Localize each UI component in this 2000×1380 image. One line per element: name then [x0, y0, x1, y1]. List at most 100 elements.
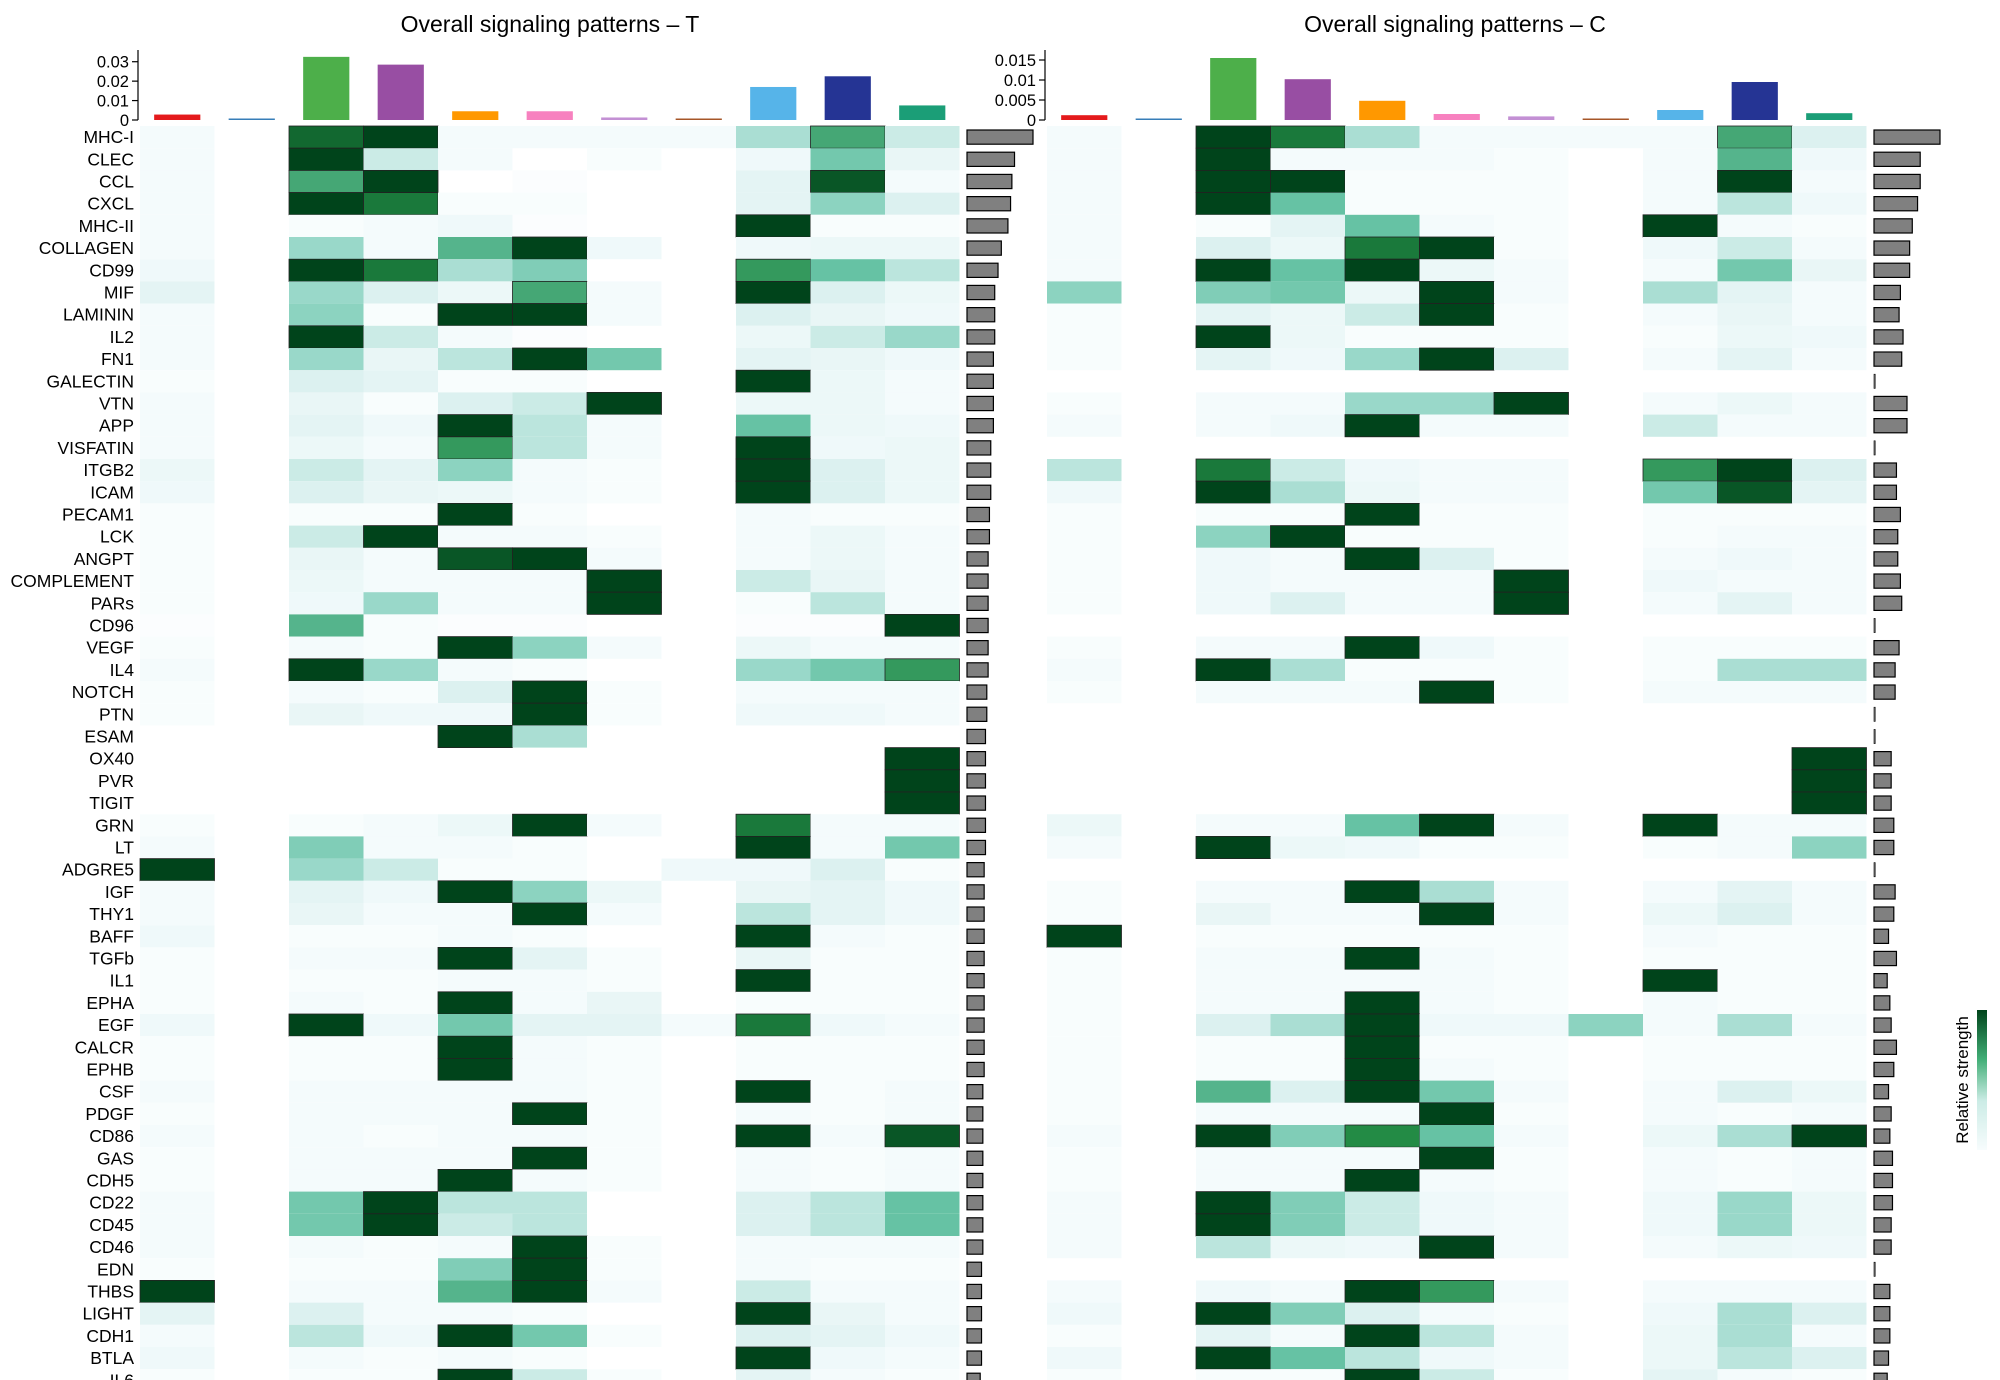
row-bar-p0-tgfb	[966, 950, 985, 967]
heatmap-cell-p1-r5-c6	[1494, 237, 1569, 260]
heatmap-cell-p1-r3-c3	[1270, 192, 1345, 215]
heatmap-cell-p0-r47-c4	[437, 1169, 513, 1193]
row-bar-p1-notch	[1873, 684, 1896, 700]
heatmap-cell-p1-r24-c10	[1792, 658, 1867, 681]
heatmap-cell-p0-r51-c10	[885, 1258, 960, 1281]
heatmap-cell-p1-r24-c2	[1195, 658, 1271, 682]
heatmap-cell-p0-r31-c6	[587, 814, 662, 837]
heatmap-cell-p0-r3-c0	[140, 192, 215, 215]
top-bar-p0-c1	[228, 118, 275, 120]
row-label-cxcl: CXCL	[87, 194, 134, 214]
heatmap-cell-p0-r45-c4	[438, 1125, 513, 1148]
heatmap-cell-p1-r17-c6	[1494, 503, 1569, 526]
heatmap-cell-p1-r54-c10	[1792, 1324, 1867, 1347]
heatmap-cell-p1-r21-c2	[1196, 592, 1271, 615]
heatmap-cell-p0-r47-c0	[140, 1169, 215, 1192]
row-bar-p0-mhc-ii	[966, 218, 1009, 234]
heatmap-cell-p0-r14-c5	[512, 436, 587, 459]
row-bar-p0-vtn	[966, 395, 994, 412]
heatmap-cell-p1-r36-c8	[1643, 925, 1718, 948]
row-bar-p0-lck	[966, 528, 991, 545]
heatmap-cell-p0-r15-c9	[810, 459, 885, 482]
heatmap-cell-p0-r39-c9	[810, 991, 885, 1014]
heatmap-cell-p1-r34-c0	[1047, 880, 1122, 903]
row-bar-p0-visfatin	[966, 440, 992, 456]
row-bar-p1-esam	[1873, 729, 1876, 744]
heatmap-cell-p0-r34-c9	[810, 880, 885, 903]
heatmap-cell-p1-r31-c9	[1717, 814, 1792, 837]
heatmap-cell-p1-r42-c6	[1494, 1058, 1569, 1081]
heatmap-cell-p1-r23-c10	[1792, 636, 1867, 659]
top-bar-p0-c4	[452, 111, 499, 120]
heatmap-cell-p1-r16-c9	[1717, 480, 1793, 504]
top-bar-p1-c1	[1135, 118, 1182, 120]
heatmap-cell-p0-r19-c4	[437, 547, 513, 571]
heatmap-cell-p1-r31-c0	[1047, 814, 1122, 837]
heatmap-cell-p0-r1-c9	[810, 148, 885, 171]
heatmap-cell-p0-r1-c0	[140, 148, 215, 171]
heatmap-cell-p0-r41-c3	[363, 1036, 438, 1059]
heatmap-cell-p0-r5-c2	[289, 237, 364, 260]
heatmap-cell-p0-r19-c8	[736, 547, 811, 570]
row-label-baff: BAFF	[89, 926, 134, 946]
heatmap-cell-p0-r10-c0	[140, 348, 215, 371]
heatmap-cell-p0-r6-c4	[438, 259, 513, 282]
heatmap-cell-p1-r44-c0	[1047, 1102, 1122, 1125]
top-bar-p0-c7	[675, 118, 722, 120]
heatmap-cell-p0-r38-c8	[735, 969, 811, 993]
heatmap-cell-p1-r21-c9	[1717, 592, 1792, 615]
heatmap-cell-p0-r11-c9	[810, 370, 885, 393]
heatmap-cell-p0-r14-c8	[735, 436, 811, 460]
row-bar-marks	[966, 129, 1941, 1380]
row-bar-p0-epha	[966, 995, 985, 1011]
heatmap-cell-p0-r16-c10	[885, 481, 960, 504]
heatmap-cell-p1-r53-c6	[1494, 1302, 1569, 1325]
heatmap-cell-p1-r34-c10	[1792, 880, 1867, 903]
heatmap-cell-p1-r5-c0	[1047, 237, 1122, 260]
heatmap-cell-p0-r23-c5	[512, 636, 587, 659]
heatmap-cell-p0-r42-c2	[289, 1058, 364, 1081]
heatmap-cell-p0-r1-c2	[288, 147, 364, 171]
heatmap-cell-p1-r12-c8	[1643, 392, 1718, 415]
row-bar-p1-cdh1	[1873, 1328, 1891, 1344]
top-bar-p1-c4	[1359, 100, 1406, 120]
heatmap-cell-p1-r2-c4	[1345, 170, 1420, 193]
heatmap-cell-p0-r55-c5	[512, 1347, 587, 1370]
heatmap-cell-p1-r1-c0	[1047, 148, 1122, 171]
heatmap-cell-p0-r3-c2	[288, 192, 364, 216]
heatmap-cell-p0-r1-c10	[885, 148, 960, 171]
heatmap-cell-p0-r20-c8	[736, 570, 811, 593]
heatmap-cell-p1-r38-c9	[1717, 969, 1792, 992]
heatmap-cell-p0-r10-c5	[512, 347, 588, 371]
heatmap-cell-p0-r42-c10	[885, 1058, 960, 1081]
heatmap-cell-p1-r50-c0	[1047, 1236, 1122, 1259]
heatmap-cell-p1-r34-c9	[1717, 880, 1792, 903]
heatmap-cell-p1-r47-c4	[1344, 1169, 1420, 1193]
top-bar-p0-c5	[526, 111, 573, 120]
row-bar-p0-collagen	[966, 240, 1002, 256]
heatmap-cell-p0-r8-c3	[363, 303, 438, 326]
heatmap-cell-p0-r35-c5	[512, 902, 588, 926]
heatmap-cell-p1-r19-c2	[1196, 547, 1271, 570]
heatmap-cell-p0-r37-c2	[289, 947, 364, 970]
heatmap-cell-p0-r32-c10	[885, 836, 960, 859]
heatmap-cell-p1-r0-c2	[1195, 125, 1271, 149]
heatmap-cell-p1-r13-c10	[1792, 414, 1867, 437]
heatmap-cell-p1-r52-c8	[1643, 1280, 1718, 1303]
heatmap-cell-p0-r10-c6	[587, 348, 662, 371]
heatmap-cell-p0-r48-c2	[289, 1191, 364, 1214]
row-bar-p1-il1	[1873, 972, 1888, 989]
heatmap-cell-p0-r21-c9	[810, 592, 885, 615]
heatmap-cell-p1-r39-c4	[1344, 991, 1420, 1015]
heatmap-cell-p0-r44-c5	[512, 1102, 588, 1126]
heatmap-cell-p1-r13-c0	[1047, 414, 1122, 437]
row-label-mhc-ii: MHC-II	[79, 216, 134, 236]
heatmap-cell-p1-r10-c0	[1047, 348, 1122, 371]
row-bar-p1-adgre5	[1873, 862, 1876, 878]
row-bar-p1-lt	[1873, 839, 1895, 856]
heatmap-cell-p0-r52-c5	[512, 1280, 588, 1304]
heatmap-cell-p1-r47-c5	[1419, 1169, 1494, 1192]
heatmap-cell-p1-r32-c10	[1792, 836, 1867, 859]
heatmap-cell-p0-r21-c6	[586, 591, 662, 615]
heatmap-cell-p0-r37-c5	[512, 947, 587, 970]
